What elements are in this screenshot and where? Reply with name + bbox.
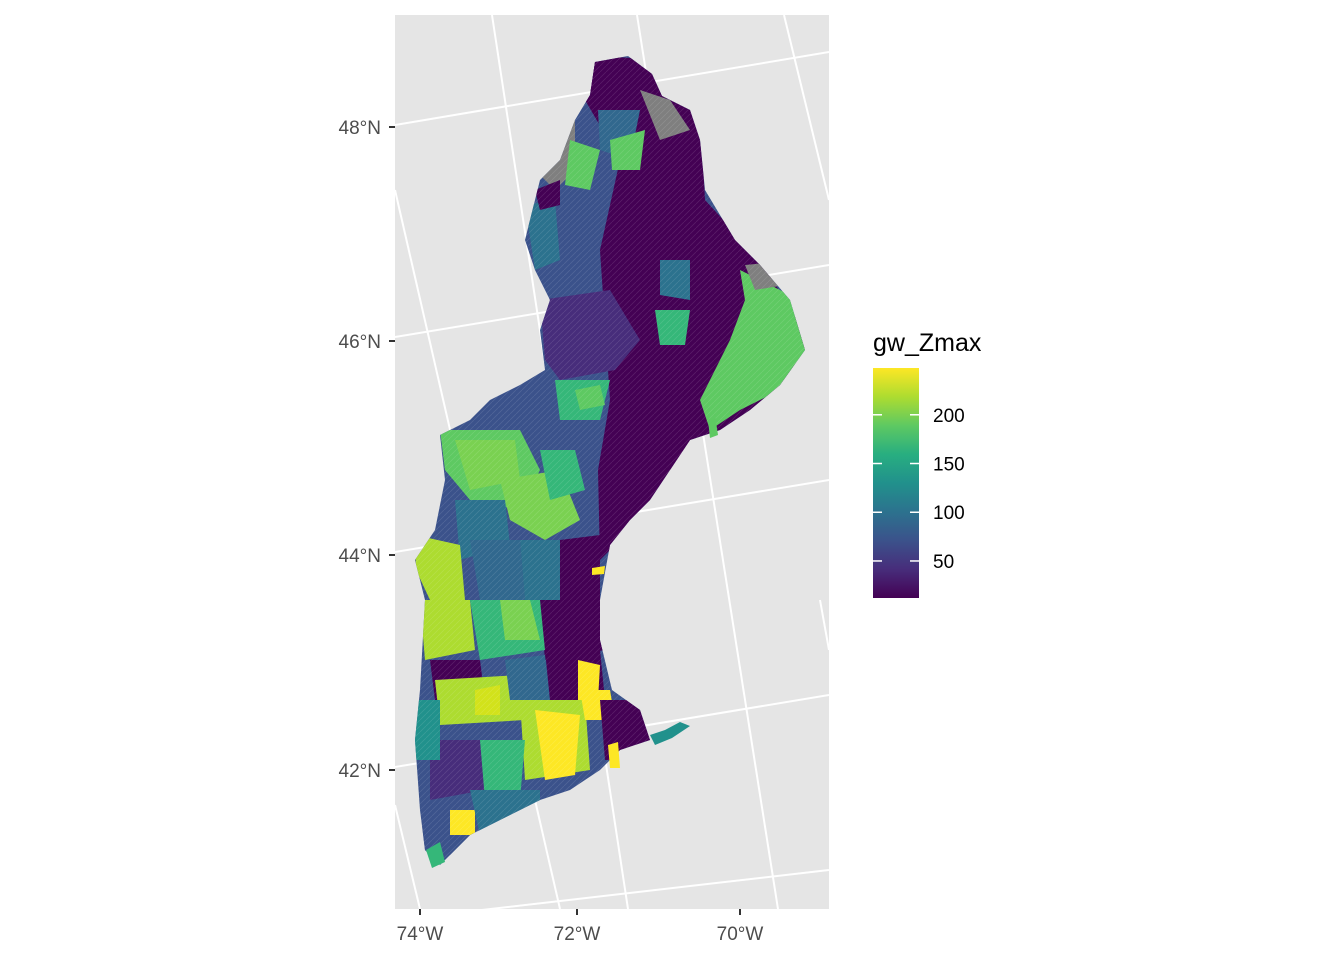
lat-label-46: 46°N <box>339 332 381 353</box>
legend: gw_Zmax 200 150 100 50 <box>873 329 982 598</box>
legend-tick-label: 50 <box>933 552 954 573</box>
legend-tick-label: 150 <box>933 455 965 476</box>
lat-label-48: 48°N <box>339 118 381 139</box>
lon-label-72: 72°W <box>554 924 601 945</box>
lat-label-42: 42°N <box>339 761 381 782</box>
lon-label-74: 74°W <box>397 924 444 945</box>
legend-colorbar <box>873 368 919 598</box>
legend-title: gw_Zmax <box>873 329 982 357</box>
lon-label-70: 70°W <box>717 924 764 945</box>
axis-ticks <box>389 126 741 915</box>
legend-ticks: 200 150 100 50 <box>873 406 965 573</box>
lat-label-44: 44°N <box>339 546 381 567</box>
legend-tick-label: 100 <box>933 503 965 524</box>
legend-tick-label: 200 <box>933 406 965 427</box>
